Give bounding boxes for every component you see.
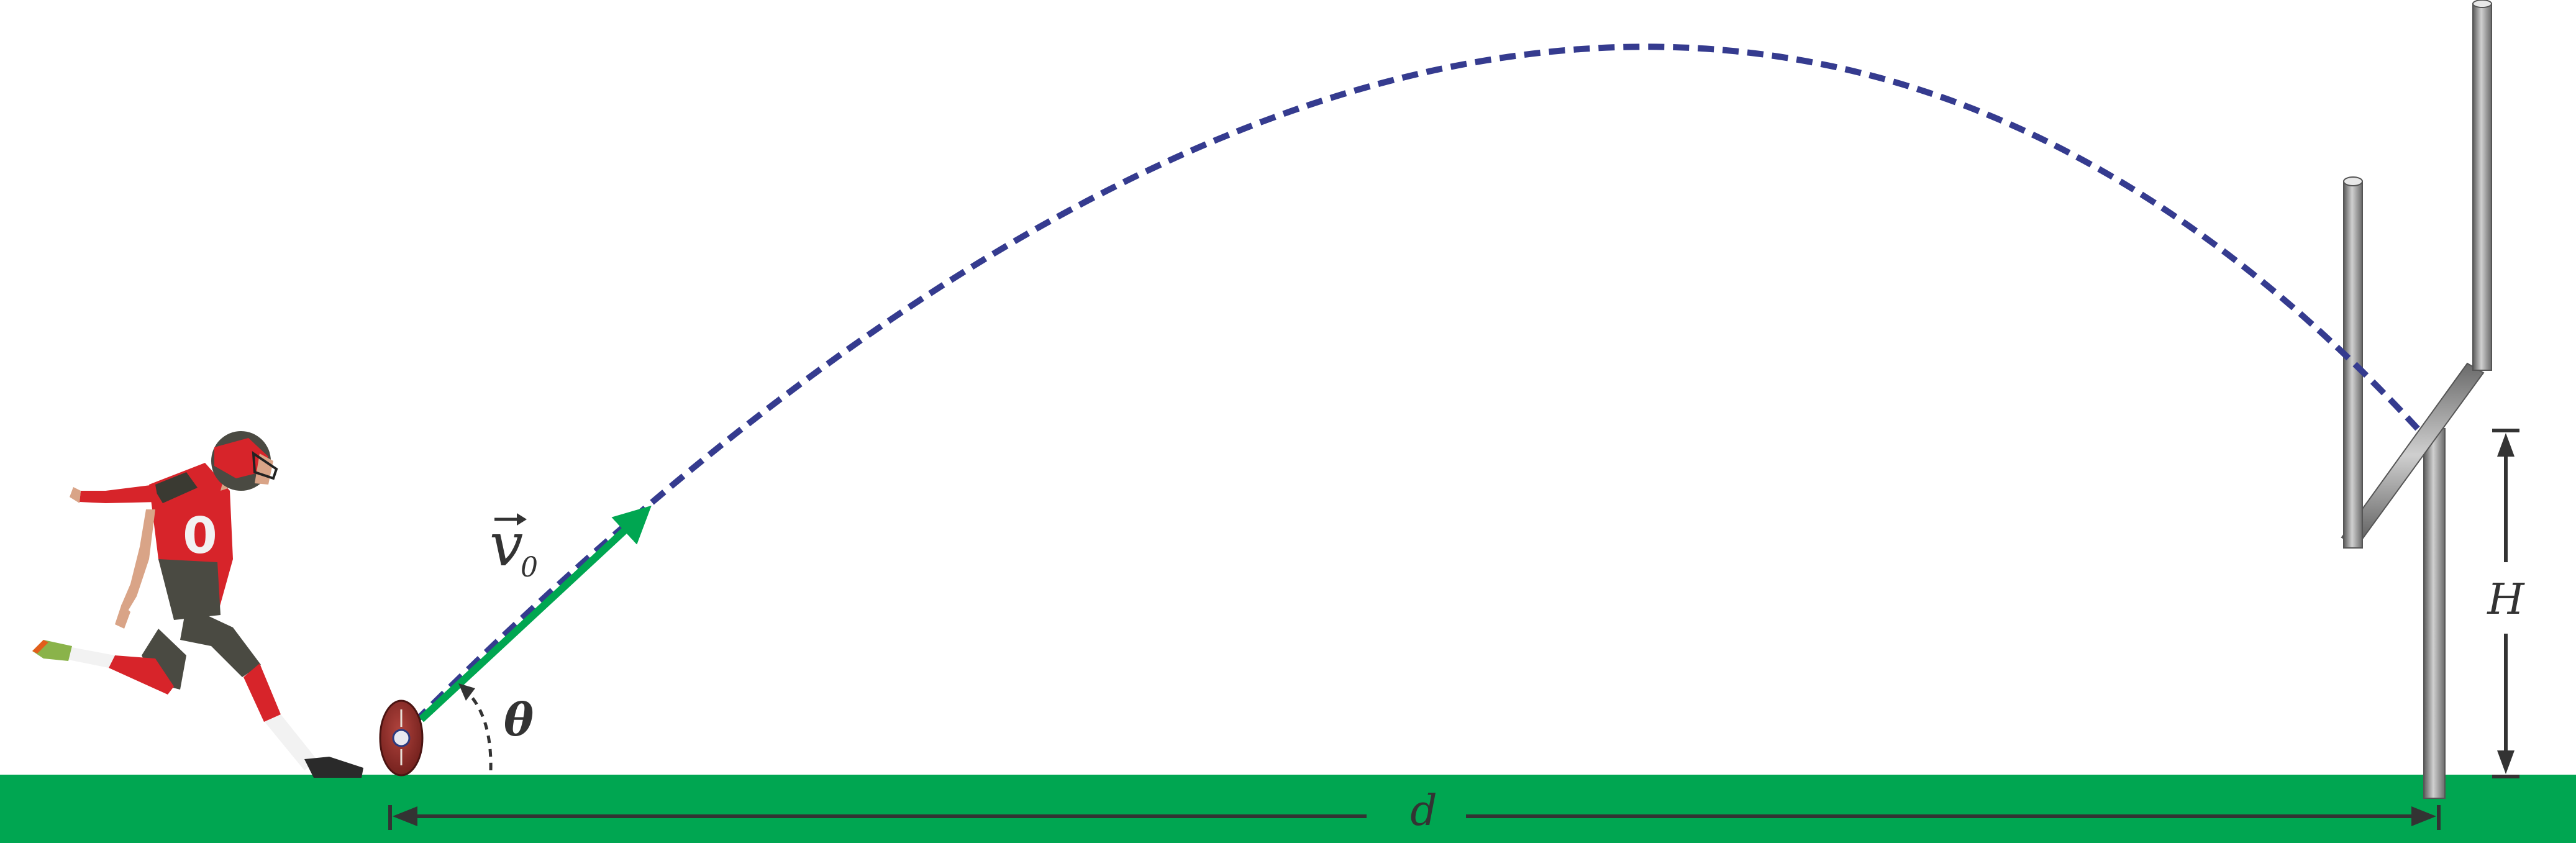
angle-label: θ (504, 693, 534, 746)
height-dimension (2492, 429, 2519, 778)
kicker-figure: 0 (32, 431, 363, 778)
velocity-subscript: 0 (521, 552, 538, 583)
distance-dimension (388, 805, 2441, 830)
angle-arc (463, 688, 493, 771)
field-ground (0, 775, 2576, 843)
goalpost-figure (2341, 0, 2492, 799)
distance-label: d (1410, 786, 1437, 836)
angle-arrowhead (458, 683, 475, 701)
svg-text:0: 0 (183, 507, 217, 565)
trajectory-path (412, 43, 2420, 724)
height-label: H (2486, 575, 2525, 624)
velocity-label: v 0 (489, 510, 538, 583)
football-icon (379, 699, 424, 777)
velocity-vector (418, 505, 652, 722)
